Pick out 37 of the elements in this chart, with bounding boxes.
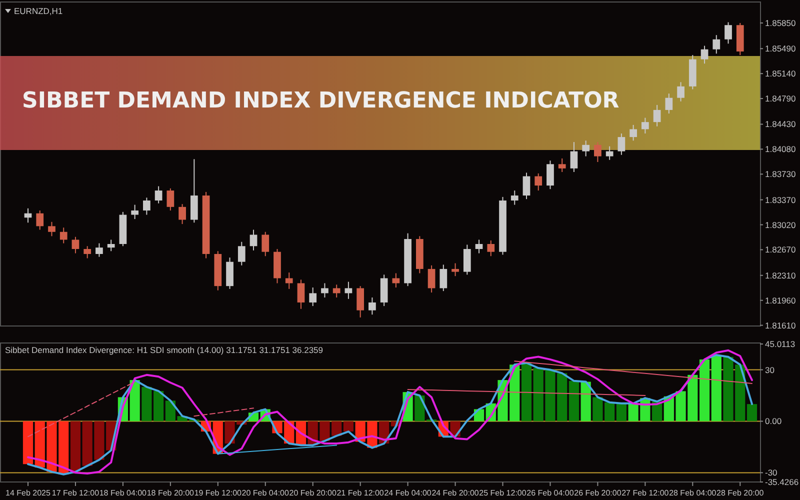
y-tick-label: 1.84790 (765, 94, 796, 104)
chart-subtitle: EURNZD,H1 (14, 6, 63, 16)
y-tick-label: 1.81960 (765, 295, 796, 306)
y-tick-label: -35.4266 (765, 477, 799, 487)
x-tick-label: 18 Feb 04:00 (99, 488, 148, 498)
y-tick-label: 1.82670 (765, 244, 796, 255)
x-tick-label: 20 Feb 04:00 (242, 488, 290, 498)
x-tick-label: 25 Feb 12:00 (479, 488, 527, 498)
x-tick-label: 19 Feb 12:00 (194, 488, 242, 498)
x-tick-label: 24 Feb 20:00 (432, 488, 480, 498)
y-tick-label: 1.84430 (765, 119, 796, 130)
y-tick-label: 1.84080 (765, 144, 796, 154)
text: SIBBET DEMAND INDEX DIVERGENCE INDICATOR (22, 88, 620, 114)
y-tick-label: 1.83020 (765, 220, 796, 230)
x-tick-label: 26 Feb 04:00 (526, 488, 574, 498)
y-tick-label: -30 (765, 468, 778, 478)
x-tick-label: 28 Feb 04:00 (669, 488, 717, 498)
x-tick-label: 26 Feb 20:00 (574, 488, 622, 498)
y-tick-label: 1.85140 (765, 68, 796, 79)
y-tick-label: 0.00 (765, 416, 782, 426)
x-tick-label: 28 Feb 20:00 (716, 488, 764, 498)
x-tick-label: 27 Feb 12:00 (622, 488, 670, 498)
y-tick-label: 1.81610 (765, 320, 796, 330)
y-tick-label: 45.0113 (765, 339, 796, 349)
x-tick-label: 20 Feb 20:00 (289, 488, 337, 498)
x-tick-label: 17 Feb 12:00 (52, 488, 100, 498)
x-tick-label: 24 Feb 04:00 (384, 488, 432, 498)
x-tick-label: 14 Feb 2025 (6, 488, 52, 498)
y-tick-label: 30 (765, 364, 775, 375)
y-tick-label: 1.85850 (765, 18, 796, 28)
y-tick-label: 1.83730 (765, 169, 796, 180)
y-tick-label: 1.85490 (765, 44, 796, 54)
chart-title: Sibbet Demand Index Divergence: H1 SDI smooth (14.00) 31.1751 31.1751 36.2359 (5, 345, 324, 355)
y-tick-label: 1.83370 (765, 194, 796, 205)
x-tick-label: 21 Feb 12:00 (336, 488, 384, 498)
y-tick-label: 1.82310 (765, 270, 796, 280)
x-tick-label: 18 Feb 20:00 (146, 488, 195, 498)
